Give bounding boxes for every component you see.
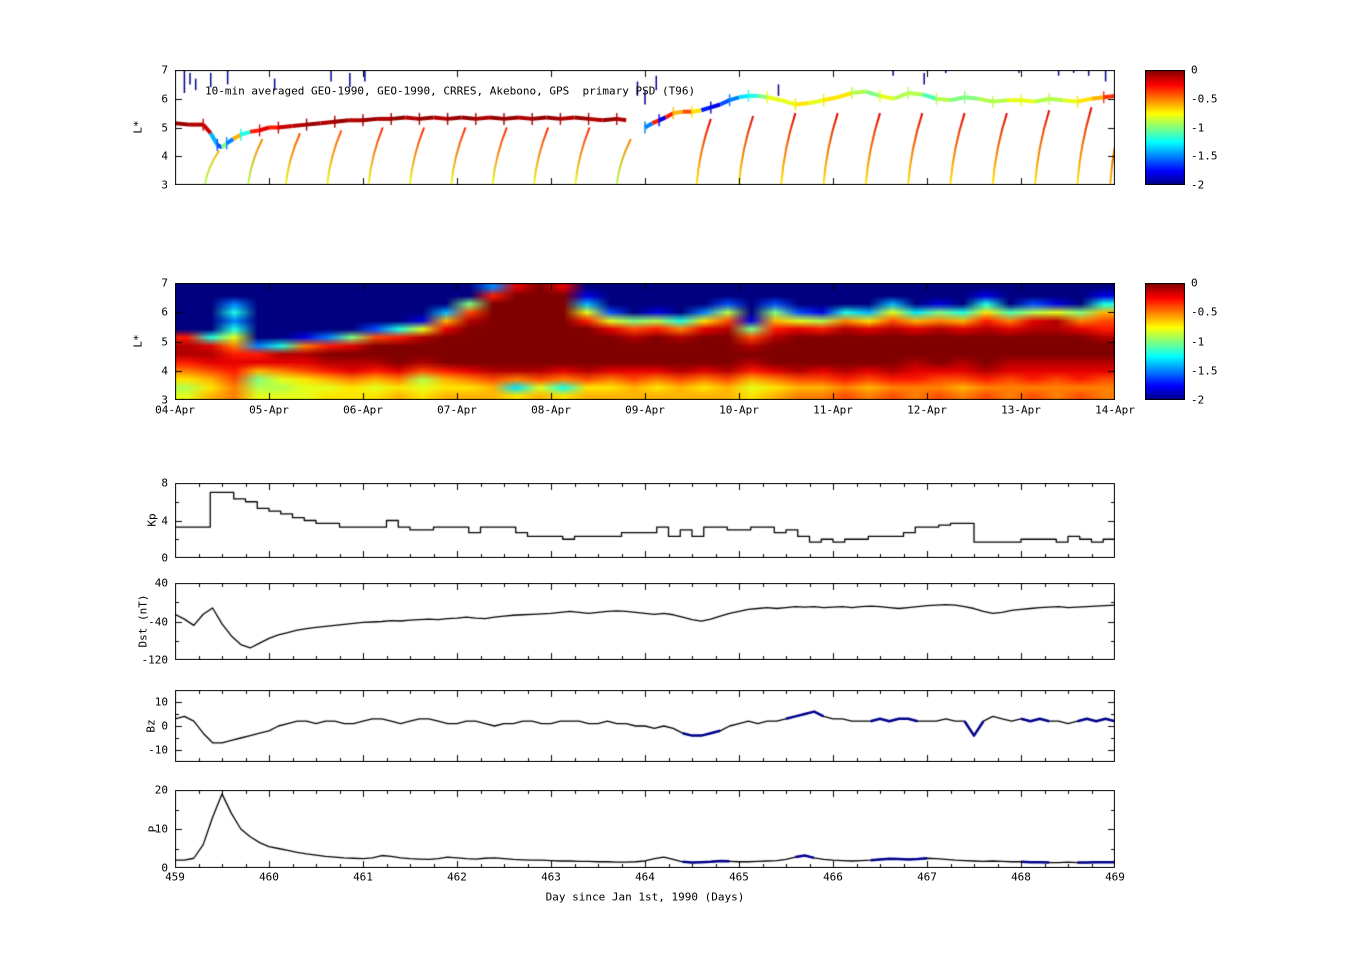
colorbar-heatmap-tick: -1 xyxy=(1191,335,1205,348)
day-xtick: 469 xyxy=(1105,870,1125,884)
date-label: 12-Apr xyxy=(907,403,947,417)
dst-plot xyxy=(175,583,1115,660)
scatter-ytick: 6 xyxy=(161,92,168,106)
kp-ytick: 8 xyxy=(161,476,168,490)
p-plot xyxy=(175,790,1115,868)
date-label: 07-Apr xyxy=(437,403,477,417)
day-xtick: 461 xyxy=(353,870,373,884)
colorbar-top-tick: 0 xyxy=(1191,63,1198,77)
colorbar-heatmap-tick: 0 xyxy=(1191,276,1198,290)
colorbar-top-tick: -1 xyxy=(1191,121,1205,134)
date-label: 04-Apr xyxy=(155,403,195,417)
colorbar-heatmap-tick: -1.5 xyxy=(1191,364,1218,378)
kp-ytick: 4 xyxy=(161,514,168,527)
date-label: 14-Apr xyxy=(1095,403,1135,417)
bz-ylabel: Bz xyxy=(144,719,158,733)
colorbar-top-tick: -0.5 xyxy=(1191,92,1218,106)
colorbar-top-tick: -1.5 xyxy=(1191,149,1218,163)
kp-ytick: 0 xyxy=(161,551,168,565)
colorbar-heatmap xyxy=(1145,283,1185,400)
bz-ytick: -10 xyxy=(148,743,168,757)
scatter-ytick: 3 xyxy=(161,178,168,192)
kp-ylabel: Kp xyxy=(145,513,159,527)
day-xtick: 460 xyxy=(259,870,279,884)
heatmap-ytick: 4 xyxy=(161,364,168,378)
day-xtick: 466 xyxy=(823,870,843,884)
dst-ytick: -40 xyxy=(148,615,168,628)
x-axis-label: Day since Jan 1st, 1990 (Days) xyxy=(545,890,745,904)
day-xtick: 462 xyxy=(447,870,467,884)
date-label: 11-Apr xyxy=(813,403,853,417)
date-label: 06-Apr xyxy=(343,403,383,417)
bz-ytick: 0 xyxy=(161,719,168,733)
scatter-ytick: 7 xyxy=(161,63,168,77)
dst-ylabel: Dst (nT) xyxy=(136,594,150,648)
heatmap-ytick: 3 xyxy=(161,393,168,407)
date-label: 05-Apr xyxy=(249,403,289,417)
day-xtick: 468 xyxy=(1011,870,1031,884)
p-ytick: 0 xyxy=(161,861,168,875)
day-xtick: 464 xyxy=(635,870,655,884)
bz-ytick: 10 xyxy=(154,695,168,709)
heatmap-ytick: 5 xyxy=(161,335,168,348)
psd-scatter-plot xyxy=(175,70,1115,185)
colorbar-heatmap-tick: -2 xyxy=(1191,393,1205,407)
colorbar-top-tick: -2 xyxy=(1191,178,1205,192)
date-label: 08-Apr xyxy=(531,403,571,417)
date-label: 13-Apr xyxy=(1001,403,1041,417)
kp-plot xyxy=(175,483,1115,558)
p-ytick: 20 xyxy=(154,783,168,797)
dst-ytick: 40 xyxy=(154,576,168,590)
p-ytick: 10 xyxy=(154,822,168,836)
date-label: 09-Apr xyxy=(625,403,665,417)
day-xtick: 463 xyxy=(541,870,561,884)
bz-plot xyxy=(175,690,1115,762)
heatmap-ytick: 7 xyxy=(161,276,168,290)
plot-title: 10-min averaged GEO-1990, GEO-1990, CRRE… xyxy=(205,84,696,98)
date-label: 10-Apr xyxy=(719,403,759,417)
colorbar-top xyxy=(1145,70,1185,185)
scatter-ytick: 4 xyxy=(161,149,168,163)
day-xtick: 459 xyxy=(165,870,185,884)
scatter-ylabel: L* xyxy=(131,120,145,134)
colorbar-heatmap-tick: -0.5 xyxy=(1191,305,1218,319)
day-xtick: 465 xyxy=(729,870,749,884)
psd-heatmap xyxy=(175,283,1115,400)
day-xtick: 467 xyxy=(917,870,937,884)
dst-ytick: -120 xyxy=(141,653,169,667)
heatmap-ylabel: L* xyxy=(131,334,145,348)
scatter-ytick: 5 xyxy=(161,121,168,134)
heatmap-ytick: 6 xyxy=(161,305,168,319)
